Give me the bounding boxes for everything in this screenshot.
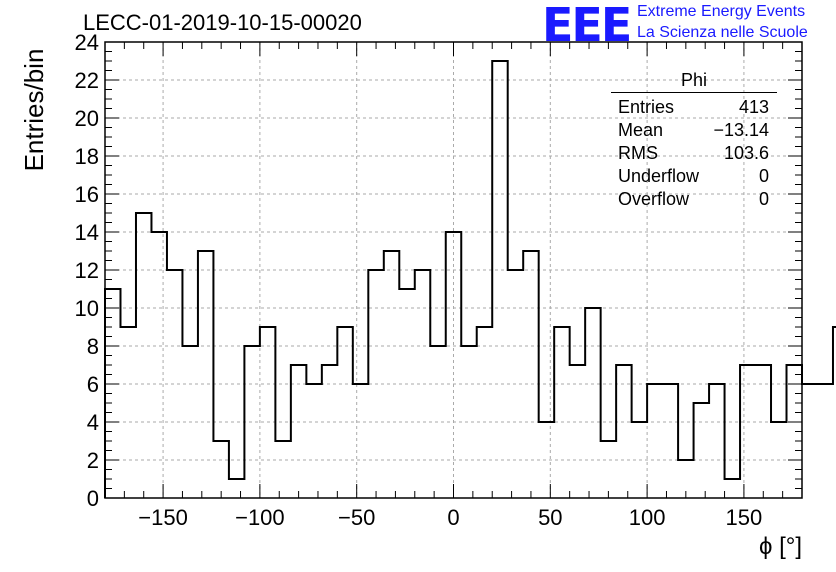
x-tick-label: 100 (629, 505, 666, 530)
y-axis-label: Entries/bin (19, 48, 49, 172)
histogram-bin (585, 308, 600, 498)
stats-value: 0 (758, 189, 769, 209)
histogram-bin (570, 365, 585, 498)
histogram-bin (787, 365, 802, 498)
y-tick-label: 10 (75, 296, 99, 321)
eee-logo: EEE (542, 0, 632, 52)
histogram-bin (415, 270, 430, 498)
x-tick-label: 150 (726, 505, 763, 530)
histogram-bin (678, 460, 693, 498)
y-tick-label: 6 (87, 372, 99, 397)
histogram-bin (508, 270, 523, 498)
y-tick-label: 22 (75, 68, 99, 93)
histogram-bin (244, 346, 259, 498)
x-tick-label: −100 (235, 505, 285, 530)
stats-label: Underflow (618, 166, 700, 186)
stats-row-mean: Mean −13.14 (611, 119, 777, 142)
stats-value: 413 (738, 97, 769, 117)
histogram-bin (105, 289, 120, 498)
stats-value: 103.6 (723, 143, 769, 163)
histogram-bin (198, 251, 213, 498)
histogram-bin (740, 365, 755, 498)
y-tick-label: 24 (75, 30, 99, 55)
y-tick-label: 12 (75, 258, 99, 283)
y-tick-label: 4 (87, 410, 99, 435)
histogram-bin (477, 327, 492, 498)
histogram-bin (771, 422, 786, 498)
histogram-bin (446, 232, 461, 498)
histogram-bin (709, 384, 724, 498)
x-tick-label: −150 (138, 505, 188, 530)
histogram-line (104, 60, 836, 498)
histogram-bin (368, 270, 383, 498)
x-tick-label: 0 (447, 505, 459, 530)
stats-label: Overflow (618, 189, 690, 209)
histogram-bin (523, 251, 538, 498)
histogram-bin (663, 384, 678, 498)
histogram-bin (260, 327, 275, 498)
histogram-bin (430, 346, 445, 498)
stats-row-rms: RMS 103.6 (611, 142, 777, 165)
histogram-bin (306, 384, 321, 498)
histogram-bin (167, 270, 182, 498)
histogram-bin (213, 441, 228, 498)
histogram-bin (632, 422, 647, 498)
histogram-bin (182, 346, 197, 498)
histogram-bin (275, 441, 290, 498)
histogram-bin (291, 365, 306, 498)
histogram-bin (120, 327, 135, 498)
y-tick-label: 16 (75, 182, 99, 207)
logo-subtitle-line1: Extreme Energy Events (637, 3, 806, 20)
x-axis-label: ϕ [°] (758, 533, 802, 560)
y-tick-label: 2 (87, 448, 99, 473)
histogram-bin (817, 384, 832, 498)
histogram-bin (554, 327, 569, 498)
y-tick-label: 0 (87, 486, 99, 511)
run-title: LECC-01-2019-10-15-00020 (83, 10, 362, 35)
y-tick-label: 18 (75, 144, 99, 169)
x-tick-label: 50 (538, 505, 562, 530)
stats-row-overflow: Overflow 0 (611, 188, 777, 211)
histogram-bin (353, 384, 368, 498)
stats-row-entries: Entries 413 (611, 96, 777, 119)
plot-frame (104, 41, 803, 499)
histogram-bin (756, 365, 771, 498)
histogram-bin (461, 346, 476, 498)
histogram-bin (322, 365, 337, 498)
histogram-bin (616, 365, 631, 498)
stats-value: 0 (758, 166, 769, 186)
histogram-bin (539, 422, 554, 498)
stats-title: Phi (611, 70, 777, 93)
stats-value: −13.14 (713, 120, 769, 140)
histogram-bin (384, 251, 399, 498)
y-tick-label: 20 (75, 106, 99, 131)
histogram-bin (492, 61, 507, 498)
stats-label: Entries (618, 97, 675, 117)
x-tick-label: −50 (338, 505, 375, 530)
histogram-bin (725, 479, 740, 498)
stats-box: Phi Entries 413 Mean −13.14 RMS 103.6 Un… (611, 70, 777, 211)
histogram-bin (802, 384, 817, 498)
histogram-bin (601, 441, 616, 498)
stats-label: Mean (618, 120, 664, 140)
histogram-bin (399, 289, 414, 498)
stats-row-underflow: Underflow 0 (611, 165, 777, 188)
histogram-bin (136, 213, 151, 498)
stats-label: RMS (618, 143, 658, 163)
histogram-bin (337, 327, 352, 498)
y-tick-label: 14 (75, 220, 99, 245)
histogram-bin (647, 384, 662, 498)
histogram-bin (151, 232, 166, 498)
logo-subtitle-line2: La Scienza nelle Scuole (637, 24, 808, 41)
y-tick-label: 8 (87, 334, 99, 359)
histogram-bin (229, 479, 244, 498)
histogram-bin (694, 403, 709, 498)
